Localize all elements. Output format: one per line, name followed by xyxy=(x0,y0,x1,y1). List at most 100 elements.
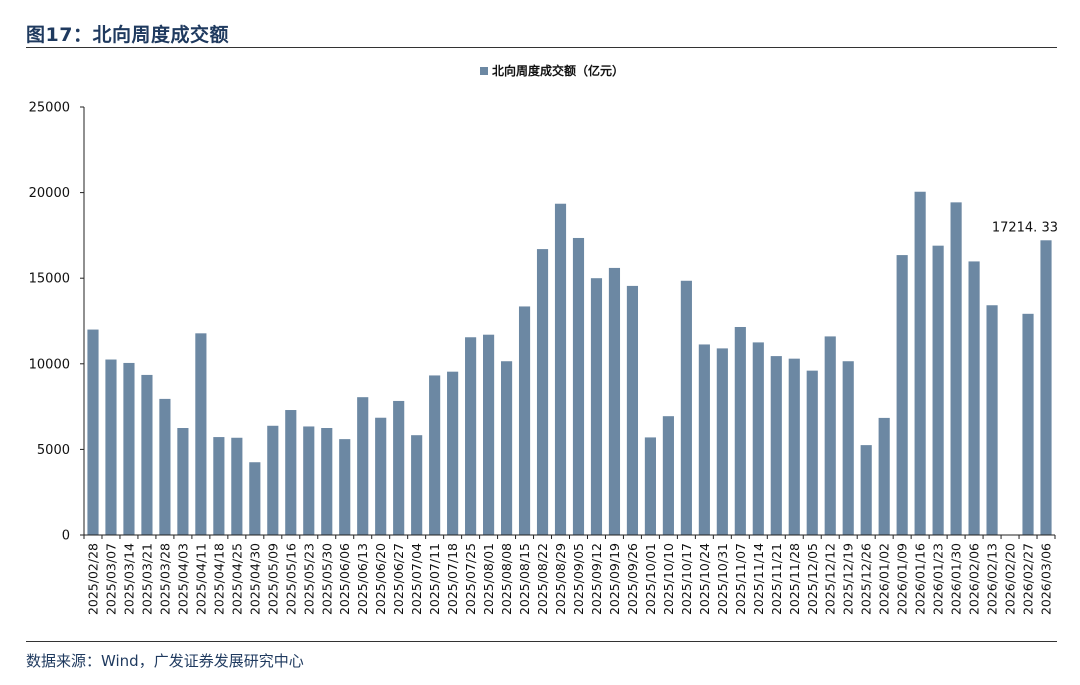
x-tick-label: 2025/04/03 xyxy=(175,543,190,615)
legend-swatch xyxy=(480,67,488,75)
bar xyxy=(986,305,998,535)
x-tick-label: 2025/08/22 xyxy=(535,543,550,615)
x-tick-label: 2025/08/29 xyxy=(553,543,568,615)
x-tick-label: 2026/01/23 xyxy=(931,543,946,615)
bar xyxy=(500,361,513,535)
x-tick-label: 2025/08/15 xyxy=(517,543,532,615)
x-tick-label: 2026/02/20 xyxy=(1003,543,1018,615)
bar xyxy=(950,202,962,535)
source-note: 数据来源：Wind，广发证券发展研究中心 xyxy=(26,652,304,670)
x-tick-label: 2025/04/30 xyxy=(247,543,262,615)
legend-label: 北向周度成交额（亿元） xyxy=(492,63,624,78)
x-tick-label: 2025/07/25 xyxy=(463,543,478,615)
bar xyxy=(842,361,854,535)
bar xyxy=(734,326,746,535)
x-tick-label: 2025/08/08 xyxy=(499,543,514,615)
bar xyxy=(285,410,297,535)
x-tick-label: 2025/06/13 xyxy=(355,543,370,615)
top-divider xyxy=(26,47,1057,48)
bar xyxy=(483,334,495,535)
bar xyxy=(339,439,351,535)
x-tick-label: 2025/02/28 xyxy=(85,543,100,615)
bar xyxy=(644,437,656,535)
bar xyxy=(195,333,207,535)
bar xyxy=(123,362,135,535)
bar xyxy=(554,203,567,535)
bar xyxy=(393,400,405,535)
bars xyxy=(87,191,1052,536)
bar xyxy=(447,371,459,535)
x-tick-label: 2025/03/21 xyxy=(139,543,154,615)
figure-title: 图17：北向周度成交额 xyxy=(26,24,229,46)
x-tick-label: 2026/02/13 xyxy=(985,543,1000,615)
x-tick-label: 2025/10/24 xyxy=(697,543,712,615)
x-tick-label: 2025/05/16 xyxy=(283,543,298,615)
x-tick-label: 2025/03/28 xyxy=(157,543,172,615)
bar xyxy=(932,245,944,535)
x-tick-label: 2025/03/14 xyxy=(121,543,136,615)
x-tick-label: 2025/12/19 xyxy=(841,543,856,615)
x-tick-label: 2025/07/18 xyxy=(445,543,460,615)
bottom-divider xyxy=(26,641,1057,642)
x-tick-label: 2025/12/26 xyxy=(859,543,874,615)
x-tick-label: 2025/09/05 xyxy=(571,543,586,615)
bar xyxy=(465,337,477,535)
bar-chart: 北向周度成交额（亿元） 0 5000 10000 15000 20000 25000 20… xyxy=(29,63,1058,615)
bar xyxy=(303,426,315,535)
y-tick-label: 5000 xyxy=(37,443,70,458)
x-tick-label: 2026/01/30 xyxy=(949,543,964,615)
bar xyxy=(878,417,890,535)
bar xyxy=(105,359,117,535)
bar xyxy=(626,285,639,535)
bar xyxy=(429,375,441,535)
x-tick-label: 2025/11/14 xyxy=(751,543,766,615)
bar xyxy=(375,417,387,535)
bar xyxy=(572,237,585,535)
x-tick-label: 2025/10/17 xyxy=(679,543,694,615)
bar xyxy=(716,348,728,535)
y-tick-label: 10000 xyxy=(29,357,70,372)
x-tick-label: 2026/01/09 xyxy=(895,543,910,615)
x-tick-label: 2025/05/09 xyxy=(265,543,280,615)
bar xyxy=(249,462,261,535)
bar xyxy=(896,255,908,535)
x-tick-label: 2025/04/25 xyxy=(229,543,244,615)
bar xyxy=(860,445,872,535)
x-tick-label: 2025/11/28 xyxy=(787,543,802,615)
chart-legend: 北向周度成交额（亿元） xyxy=(480,63,624,78)
bar xyxy=(321,428,333,535)
x-tick-label: 2025/10/01 xyxy=(643,543,658,615)
x-tick-label: 2025/06/27 xyxy=(391,543,406,615)
x-tick-label: 2025/12/12 xyxy=(823,543,838,615)
bar xyxy=(141,374,153,535)
data-label: 17214. 33 xyxy=(992,220,1058,235)
x-tick-label: 2025/10/31 xyxy=(715,543,730,615)
bar xyxy=(267,425,279,535)
x-tick-label: 2025/05/23 xyxy=(301,543,316,615)
x-tick-label: 2025/05/30 xyxy=(319,543,334,615)
x-tick-label: 2026/01/16 xyxy=(913,543,928,615)
x-tick-label: 2025/06/20 xyxy=(373,543,388,615)
bar xyxy=(357,397,369,535)
x-tick-label: 2025/04/11 xyxy=(193,543,208,615)
bar xyxy=(752,342,764,535)
bar xyxy=(177,428,189,535)
bar xyxy=(1022,313,1034,535)
x-tick-label: 2025/06/06 xyxy=(337,543,352,615)
x-tick-label: 2026/02/27 xyxy=(1021,543,1036,615)
bar xyxy=(680,280,692,535)
bar xyxy=(590,278,603,535)
bar xyxy=(824,336,836,535)
bar xyxy=(213,437,225,535)
x-tick-label: 2025/09/26 xyxy=(625,543,640,615)
x-tick-label: 2026/02/06 xyxy=(967,543,982,615)
bar xyxy=(914,191,926,535)
bar xyxy=(518,306,531,535)
x-axis-ticks: 2025/02/28 2025/03/07 2025/03/14 2025/03/21… xyxy=(83,535,1056,615)
x-tick-label: 2025/08/01 xyxy=(481,543,496,615)
x-tick-label: 2025/04/18 xyxy=(211,543,226,615)
x-tick-label: 2025/11/21 xyxy=(769,543,784,615)
bar xyxy=(536,249,549,535)
x-tick-label: 2025/11/07 xyxy=(733,543,748,615)
bar xyxy=(770,356,782,535)
